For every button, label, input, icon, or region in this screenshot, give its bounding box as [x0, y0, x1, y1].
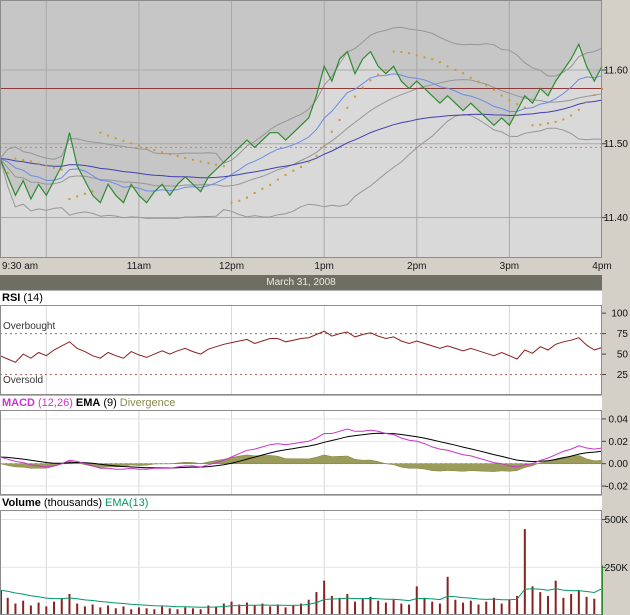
y-tick-label: 11.60 [604, 66, 629, 77]
y-tick-label: 0.02 [609, 437, 629, 448]
overbought-label: Overbought [3, 321, 56, 332]
volume-ema-label: EMA(13) [105, 497, 149, 509]
macd-header: MACD (12,26) EMA (9) Divergence [0, 395, 602, 410]
y-tick-label: 50 [617, 350, 629, 361]
volume-chart-svg[interactable]: 500K 250K [0, 510, 630, 615]
y-tick-label: 25 [617, 370, 629, 381]
x-axis-label: 1pm [314, 261, 334, 272]
rsi-header: RSI (14) [0, 290, 602, 305]
y-tick-label: 100 [611, 309, 628, 320]
x-axis-label: 9:30 am [2, 261, 39, 272]
y-tick-label: 0.04 [609, 414, 629, 425]
divergence-label: Divergence [119, 397, 176, 409]
macd-chart-svg[interactable]: 0.04 0.02 0.00 -0.02 [0, 410, 630, 495]
rsi-title: RSI [2, 292, 21, 304]
y-tick-label: 500K [605, 515, 629, 526]
y-tick-label: 11.50 [604, 139, 629, 150]
oversold-label: Oversold [3, 375, 44, 386]
macd-title: MACD [2, 397, 35, 409]
price-chart-svg[interactable]: 11.60 11.50 11.40 [0, 0, 630, 258]
x-axis-label: 12pm [219, 261, 245, 272]
macd-params: (12,26) [38, 397, 73, 409]
macd-ema-title: EMA [75, 397, 101, 409]
date-bar: March 31, 2008 [0, 275, 602, 290]
x-axis-label: 3pm [499, 261, 520, 272]
y-tick-label: 75 [617, 329, 629, 340]
macd-ema-params: (9) [103, 397, 117, 409]
volume-units: (thousands) [43, 497, 103, 509]
rsi-chart-svg[interactable]: 100 75 50 25 [0, 305, 630, 395]
x-axis-label: 2pm [407, 261, 427, 272]
x-axis: 9:30 am 11am 12pm 1pm 2pm 3pm 4pm [0, 258, 630, 275]
rsi-params: (14) [23, 292, 43, 304]
y-tick-label: 0.00 [609, 459, 629, 470]
volume-header: Volume (thousands) EMA(13) [0, 495, 602, 510]
date-label: March 31, 2008 [266, 277, 336, 288]
volume-title: Volume [2, 497, 41, 509]
y-tick-label: 11.40 [604, 213, 629, 224]
x-axis-label: 4pm [592, 261, 612, 272]
y-tick-label: 250K [605, 563, 629, 574]
x-axis-label: 11am [126, 261, 152, 272]
y-tick-label: -0.02 [605, 482, 628, 493]
